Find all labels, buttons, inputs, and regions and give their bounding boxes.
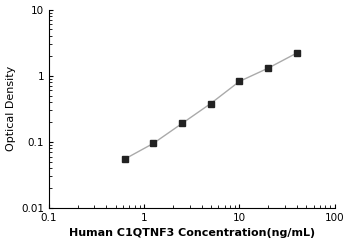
X-axis label: Human C1QTNF3 Concentration(ng/mL): Human C1QTNF3 Concentration(ng/mL)	[69, 228, 315, 238]
Y-axis label: Optical Density: Optical Density	[6, 66, 15, 152]
